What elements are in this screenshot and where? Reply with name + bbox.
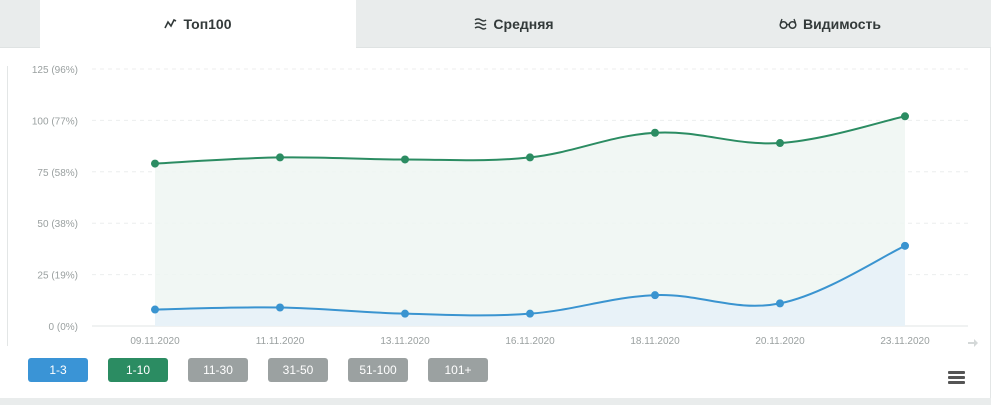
glasses-icon: [779, 18, 797, 30]
data-point: [901, 241, 909, 250]
data-point: [776, 299, 784, 308]
data-point: [276, 153, 284, 162]
data-point: [651, 291, 659, 300]
positions-chart: 0 (0%) 25 (19%) 50 (38%) 75 (58%) 100 (77%) 1…: [32, 65, 978, 347]
arrow-right-icon[interactable]: [968, 339, 978, 347]
x-tick-label: 23.11.2020: [880, 336, 930, 347]
y-tick-label: 125 (96%): [32, 65, 78, 76]
range-button-51-100[interactable]: 51-100: [348, 358, 408, 382]
x-tick-label: 20.11.2020: [755, 336, 805, 347]
left-divider: [7, 66, 8, 346]
x-tick-label: 11.11.2020: [256, 336, 305, 347]
data-point: [151, 159, 159, 168]
average-lines-icon: [474, 17, 487, 30]
range-button-1-10[interactable]: 1-10: [108, 358, 168, 382]
data-point: [401, 155, 409, 164]
series-area: [155, 245, 905, 326]
data-point: [651, 128, 659, 137]
range-button-1-3[interactable]: 1-3: [28, 358, 88, 382]
chart-areas: [155, 116, 905, 327]
y-tick-label: 0 (0%): [49, 322, 78, 333]
data-point: [526, 153, 534, 162]
tab-label: Средняя: [493, 15, 554, 32]
x-axis-ticks: 09.11.2020 11.11.2020 13.11.2020 16.11.2020…: [130, 336, 930, 347]
tab-label: Топ100: [183, 16, 232, 32]
data-point: [276, 303, 284, 312]
series-area: [155, 116, 905, 327]
y-tick-label: 50 (38%): [37, 219, 78, 230]
chart-points: [151, 112, 909, 318]
y-tick-label: 25 (19%): [37, 271, 78, 282]
data-point: [776, 139, 784, 148]
tab-bar: Топ100 Средняя Видимость: [0, 0, 991, 48]
y-tick-label: 75 (58%): [37, 168, 78, 179]
data-point: [401, 309, 409, 318]
range-button-101-plus[interactable]: 101+: [428, 358, 488, 382]
data-point: [151, 305, 159, 314]
range-button-11-30[interactable]: 11-30: [188, 358, 248, 382]
hamburger-menu-icon[interactable]: [948, 371, 965, 385]
y-axis-ticks: 0 (0%) 25 (19%) 50 (38%) 75 (58%) 100 (77%) 1…: [32, 65, 78, 333]
bottom-bar: [0, 398, 991, 405]
x-tick-label: 09.11.2020: [130, 336, 180, 347]
tab-visibility[interactable]: Видимость: [672, 0, 988, 47]
tab-top100[interactable]: Топ100: [40, 0, 356, 48]
x-tick-label: 18.11.2020: [630, 336, 680, 347]
data-point: [526, 309, 534, 318]
data-point: [901, 112, 909, 121]
y-tick-label: 100 (77%): [32, 116, 78, 127]
tab-average[interactable]: Средняя: [356, 0, 672, 47]
range-button-31-50[interactable]: 31-50: [268, 358, 328, 382]
x-tick-label: 13.11.2020: [380, 336, 430, 347]
line-chart-icon: [164, 18, 177, 30]
x-tick-label: 16.11.2020: [505, 336, 555, 347]
tab-label: Видимость: [803, 15, 881, 32]
